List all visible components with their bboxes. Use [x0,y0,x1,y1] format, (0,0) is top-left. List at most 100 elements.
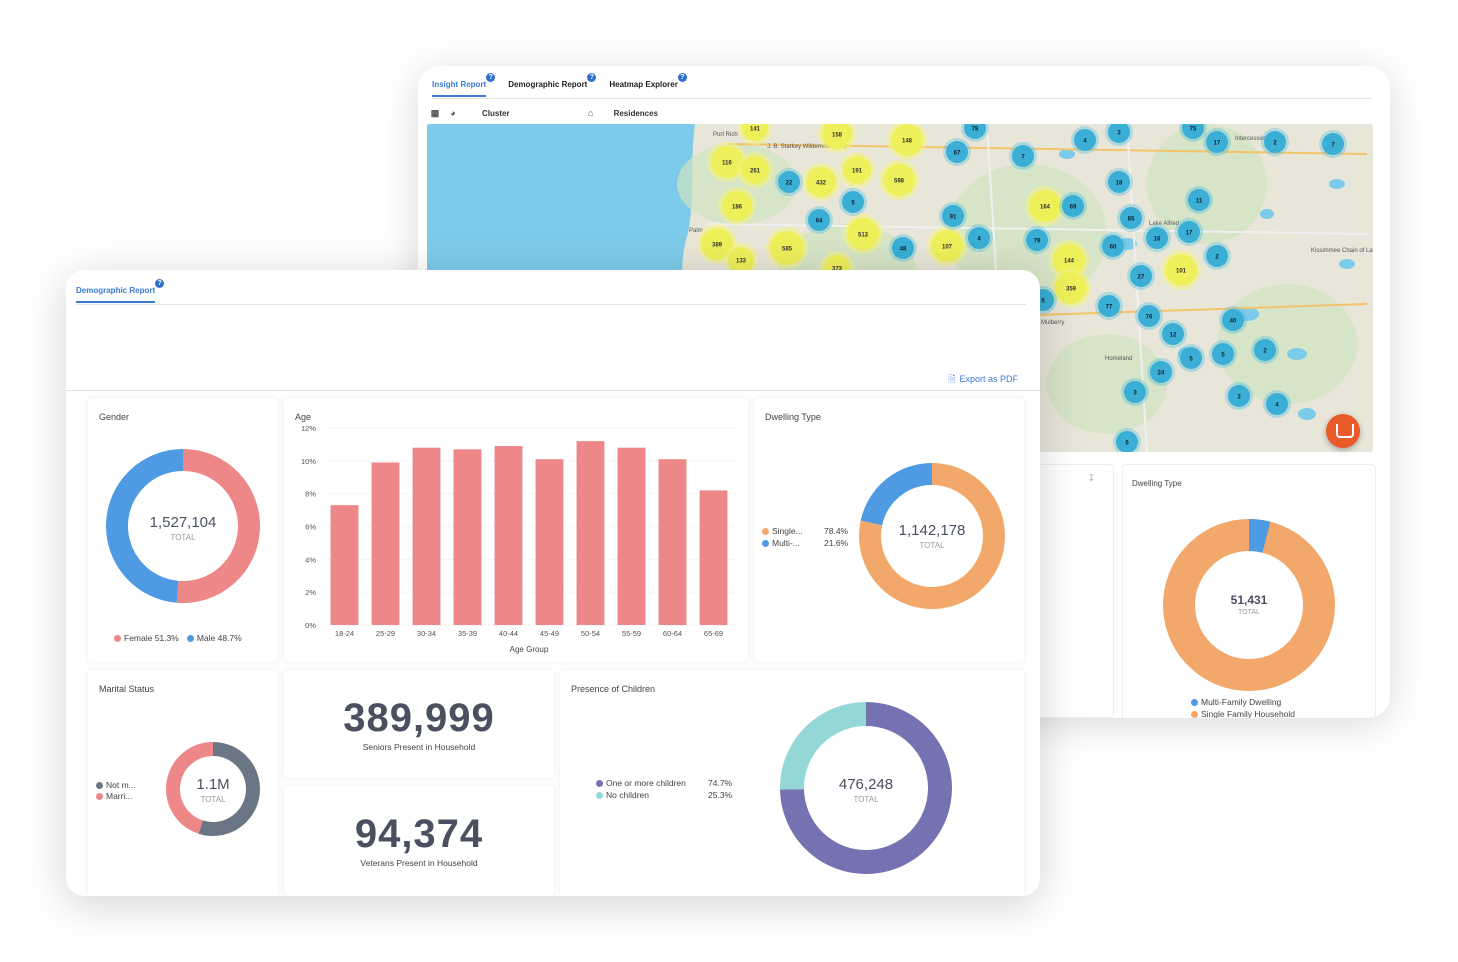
cluster-marker-blue[interactable]: 3 [1121,378,1149,406]
demographic-window: Demographic Report? 🗎 Export as PDF Gende… [66,270,1040,896]
bar-45-49[interactable] [535,459,564,625]
cluster-marker-blue[interactable]: 11 [1185,186,1213,214]
cluster-marker-blue[interactable]: 17 [1175,218,1203,246]
cluster-marker-blue[interactable]: 6 [1113,428,1141,452]
cluster-marker-blue[interactable]: 75 [1179,124,1207,142]
bar-50-54[interactable] [576,441,605,625]
cluster-marker-blue[interactable]: 5 [1177,344,1205,372]
cluster-marker-yellow[interactable]: 107 [927,226,967,266]
x-tick-label: 40-44 [499,629,518,638]
cluster-marker-blue[interactable]: 79 [1023,226,1051,254]
cluster-marker-yellow[interactable]: 191 [839,152,875,188]
cluster-marker-blue[interactable]: 40 [1219,306,1247,334]
cluster-marker-blue[interactable]: 77 [1095,292,1123,320]
cluster-marker-yellow[interactable]: 164 [1025,186,1065,226]
marital-donut-slice-1[interactable] [166,742,214,834]
dwelling-donut-slice-0[interactable] [859,463,1005,609]
pie-icon[interactable]: ◕ [450,108,456,118]
cluster-marker-blue[interactable]: 94 [805,206,833,234]
bar-40-44[interactable] [494,446,523,625]
download-icon[interactable]: ↧ [1087,473,1095,483]
chat-button[interactable] [1326,414,1360,448]
cluster-marker-blue[interactable]: 5 [839,188,867,216]
svg-text:48: 48 [900,247,907,253]
cluster-marker-yellow[interactable]: 148 [887,124,927,160]
cluster-toggle[interactable]: Cluster [482,108,510,118]
export-pdf-button[interactable]: 🗎 Export as PDF [948,374,1018,384]
help-icon[interactable]: ? [486,73,496,82]
back-legend-multi: Multi-Family Dwelling [1191,697,1281,707]
cluster-marker-blue[interactable]: 22 [775,168,803,196]
bar-18-24[interactable] [330,505,359,625]
cluster-marker-blue[interactable]: 48 [889,234,917,262]
cluster-marker-blue[interactable]: 12 [1159,320,1187,348]
cluster-marker-yellow[interactable]: 186 [718,187,756,225]
cluster-marker-blue[interactable]: 7 [1319,130,1347,158]
cluster-marker-blue[interactable]: 2 [1251,336,1279,364]
cluster-marker-blue[interactable]: 2 [1225,382,1253,410]
svg-text:12: 12 [1170,333,1177,339]
cluster-marker-blue[interactable]: 5 [1209,340,1237,368]
cluster-marker-yellow[interactable]: 261 [737,152,773,188]
cluster-marker-yellow[interactable]: 585 [766,227,808,269]
bar-60-64[interactable] [658,459,687,625]
cluster-marker-yellow[interactable]: 513 [843,214,883,254]
cluster-marker-yellow[interactable]: 598 [879,160,919,200]
children-donut-slice-0[interactable] [780,702,952,874]
tab-demographic-report-front[interactable]: Demographic Report? [76,279,165,303]
bar-35-39[interactable] [453,449,482,625]
tab-demographic-report[interactable]: Demographic Report? [508,73,597,97]
bar-55-59[interactable] [617,447,646,625]
cluster-marker-yellow[interactable]: 359 [1051,268,1091,308]
marital-donut [166,742,260,836]
gender-donut-slice-1[interactable] [106,449,184,603]
marital-donut-slice-0[interactable] [198,742,260,836]
y-tick-label: 0% [305,621,316,630]
svg-text:5: 5 [1189,357,1193,363]
map-toolbar: ▦ ◕ Cluster ⌂ Residences [426,102,684,124]
svg-text:40: 40 [1230,319,1237,325]
cluster-marker-blue[interactable]: 87 [943,138,971,166]
children-donut-slice-1[interactable] [780,702,867,790]
cluster-marker-blue[interactable]: 78 [961,124,989,142]
help-icon[interactable]: ? [677,73,687,82]
cluster-marker-blue[interactable]: 16 [1143,224,1171,252]
tab-insight-report[interactable]: Insight Report? [432,73,496,97]
cluster-marker-blue[interactable]: 18 [1105,168,1133,196]
cluster-marker-blue[interactable]: 4 [965,224,993,252]
cluster-marker-blue[interactable]: 85 [1117,204,1145,232]
cluster-marker-yellow[interactable]: 158 [818,124,856,153]
cluster-marker-blue[interactable]: 4 [1071,126,1099,154]
cluster-marker-yellow[interactable]: 141 [738,124,772,145]
cluster-marker-blue[interactable]: 60 [1099,232,1127,260]
cluster-marker-blue[interactable]: 76 [1135,302,1163,330]
bar-25-29[interactable] [371,462,400,625]
dwelling-donut-slice-1[interactable] [860,463,933,526]
cluster-marker-blue[interactable]: 24 [1147,358,1175,386]
cluster-marker-blue[interactable]: 27 [1127,262,1155,290]
cluster-marker-yellow[interactable]: 432 [802,163,840,201]
map-icon[interactable]: ▦ [430,107,440,118]
residences-toggle[interactable]: Residences [613,108,659,118]
bar-65-69[interactable] [699,490,728,625]
help-icon[interactable]: ? [155,279,165,288]
help-icon[interactable]: ? [587,73,597,82]
seniors-card: 389,999 Seniors Present in Household [284,670,554,778]
bar-30-34[interactable] [412,447,441,625]
cluster-marker-yellow[interactable]: 133 [724,243,758,277]
cluster-marker-blue[interactable]: 91 [939,202,967,230]
tab-heatmap-explorer[interactable]: Heatmap Explorer? [609,73,687,97]
cluster-marker-blue[interactable]: 2 [1203,242,1231,270]
cluster-marker-blue[interactable]: 3 [1105,124,1133,146]
cluster-marker-blue[interactable]: 4 [1263,390,1291,418]
lake [1260,209,1274,219]
cluster-marker-yellow[interactable]: 101 [1161,250,1201,290]
cluster-marker-blue[interactable]: 7 [1009,142,1037,170]
svg-text:598: 598 [894,179,905,185]
cluster-marker-blue[interactable]: 17 [1203,128,1231,156]
cluster-marker-blue[interactable]: 69 [1059,192,1087,220]
cluster-marker-blue[interactable]: 2 [1261,128,1289,156]
cluster-marker-yellow[interactable]: 116 [707,142,747,182]
home-icon[interactable]: ⌂ [587,108,594,118]
gender-donut-slice-0[interactable] [176,449,260,603]
